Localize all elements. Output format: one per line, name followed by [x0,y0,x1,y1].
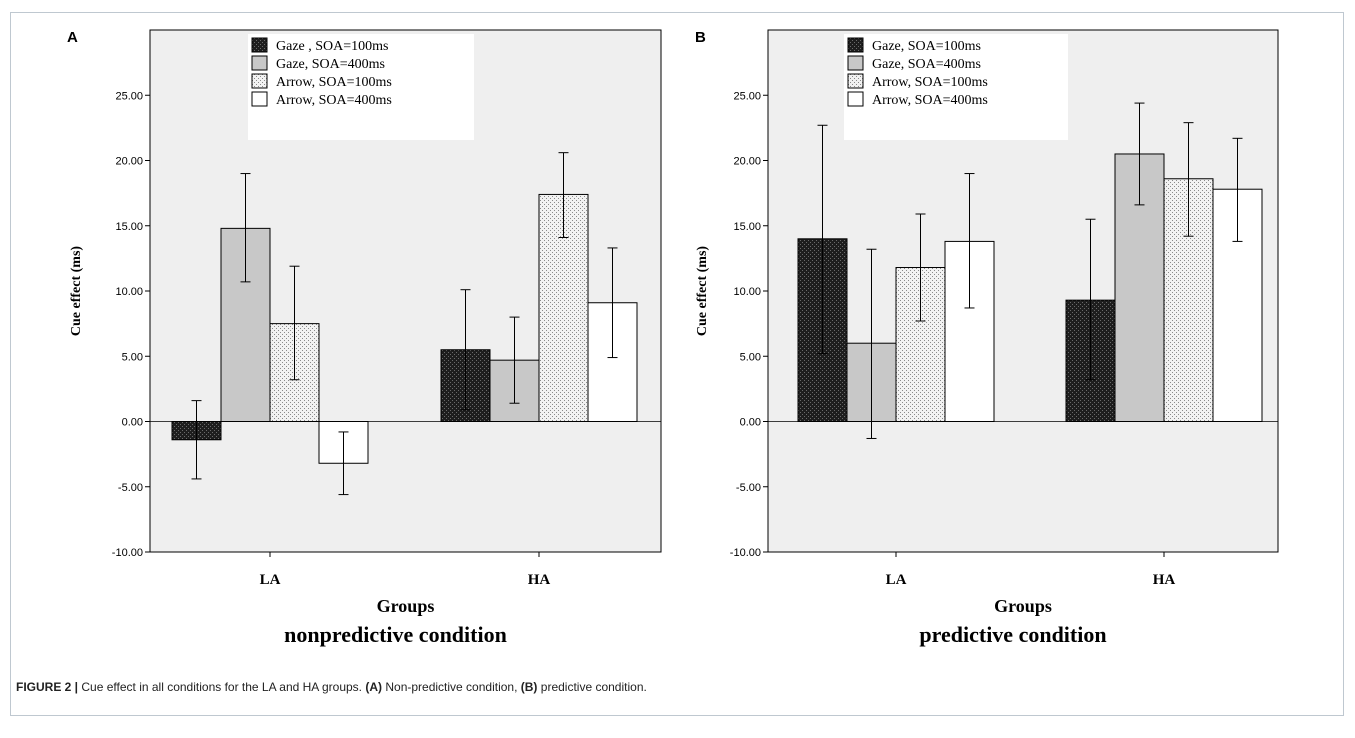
y-tick-label: 0.00 [122,417,143,429]
y-axis-label: Cue effect (ms) [69,246,84,337]
y-tick-label: -5.00 [736,482,761,494]
legend-swatch [251,91,268,107]
y-tick-label: 10.00 [733,286,761,298]
panel-letter: A [67,29,78,46]
caption-ref-b: (B) [520,680,538,694]
panel-b: B -10.00 -5.00 0.00 5.00 10.00 15.00 20.00 25.00… [695,29,1279,647]
y-tick-label: 10.00 [115,286,143,298]
legend-box [248,34,474,140]
legend-label: Arrow, SOA=400ms [872,93,988,108]
y-tick-label: 0.00 [740,417,761,429]
figure-caption: FIGURE 2 | Cue effect in all conditions … [16,680,1336,694]
figure-frame [10,12,1344,716]
panel-a: A -10.00 -5.00 0.00 5.00 10.00 15.00 20.00 25.00… [67,29,662,647]
x-axis-label: Groups [377,596,435,616]
panel-letter: B [695,29,706,46]
y-tick-label: 5.00 [122,351,143,363]
y-axis-label: Cue effect (ms) [695,246,710,337]
legend-swatch [847,73,864,89]
x-tick-label: HA [1153,572,1176,588]
legend-label: Gaze, SOA=400ms [872,57,981,72]
caption-figure-label: FIGURE 2 | [16,680,79,694]
y-tick-label: 5.00 [740,351,761,363]
caption-ref-a: (A) [365,680,383,694]
x-axis-label: Groups [994,596,1052,616]
caption-text-3: predictive condition. [537,680,647,694]
x-tick-label: HA [528,572,551,588]
caption-text-1: Cue effect in all conditions for the LA … [78,680,366,694]
y-tick-label: -5.00 [118,482,143,494]
legend-swatch [847,55,864,71]
legend-box [844,34,1068,140]
y-tick-label: 25.00 [733,90,761,102]
legend-label: Gaze, SOA=100ms [872,39,981,54]
caption-text-2: Non-predictive condition, [382,680,521,694]
legend-swatch [251,37,268,53]
legend-label: Arrow, SOA=100ms [872,75,988,90]
y-tick-label: 15.00 [115,221,143,233]
y-tick-label: 20.00 [115,156,143,168]
legend-label: Gaze, SOA=400ms [276,57,385,72]
x-tick-label: LA [260,572,281,588]
y-tick-label: -10.00 [112,547,143,559]
y-tick-label: -10.00 [730,547,761,559]
legend-label: Arrow, SOA=400ms [276,93,392,108]
y-tick-label: 15.00 [733,221,761,233]
y-tick-label: 20.00 [733,156,761,168]
x-tick-label: LA [886,572,907,588]
figure-chart: A -10.00 -5.00 0.00 5.00 10.00 15.00 20.00 25.00… [67,29,1279,647]
legend-label: Arrow, SOA=100ms [276,75,392,90]
legend-swatch [251,73,268,89]
legend-swatch [847,91,864,107]
legend-swatch [251,55,268,71]
legend-swatch [847,37,864,53]
legend-label: Gaze , SOA=100ms [276,39,389,54]
condition-title: nonpredictive condition [284,622,507,647]
condition-title: predictive condition [919,622,1106,647]
y-tick-label: 25.00 [115,90,143,102]
